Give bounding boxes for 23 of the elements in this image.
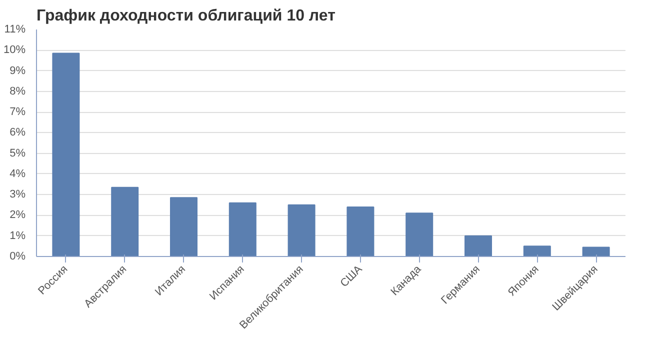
chart-title: График доходности облигаций 10 лет	[36, 8, 336, 24]
bar	[170, 197, 198, 256]
y-tick-label: 6%	[10, 126, 26, 139]
y-tick-label: 9%	[10, 64, 26, 77]
bar	[52, 52, 80, 256]
y-tick-label: 8%	[10, 85, 26, 98]
y-tick-label: 11%	[4, 24, 26, 36]
y-tick-label: 7%	[10, 106, 26, 118]
y-tick-label: 5%	[10, 147, 26, 160]
y-tick-label: 1%	[10, 230, 26, 242]
bar	[288, 204, 316, 256]
bar	[111, 186, 139, 256]
y-tick-label: 0%	[10, 250, 26, 262]
bar	[523, 246, 551, 256]
y-tick-label: 2%	[10, 209, 26, 222]
y-tick-label: 3%	[10, 188, 26, 201]
bar	[464, 235, 492, 256]
bar	[346, 206, 374, 256]
bar	[228, 202, 256, 256]
bar	[406, 212, 434, 256]
y-tick-label: 10%	[3, 44, 26, 56]
y-tick-label: 4%	[10, 168, 26, 180]
bar	[582, 246, 610, 256]
